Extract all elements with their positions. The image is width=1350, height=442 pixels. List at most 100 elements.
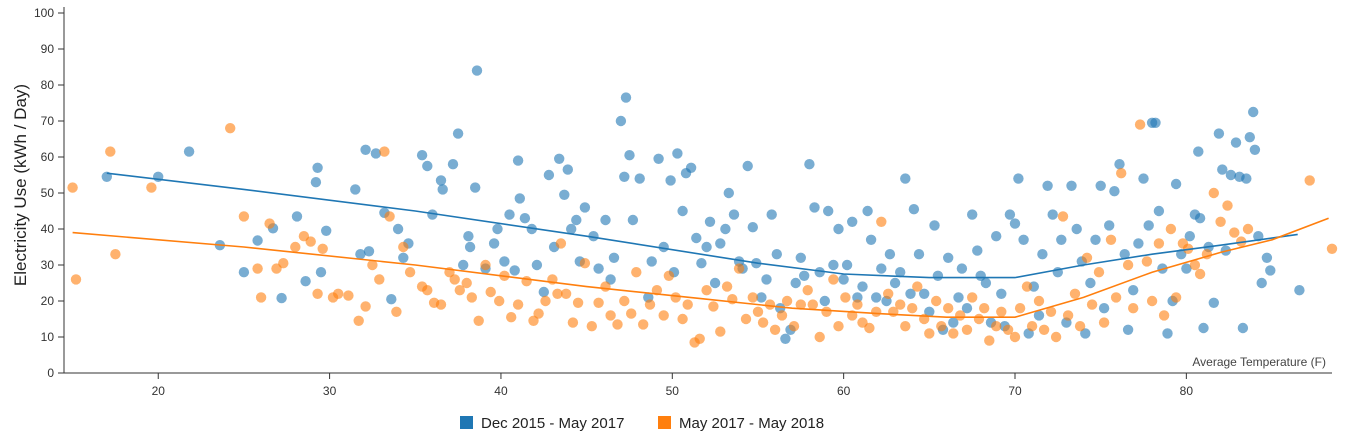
scatter-point (852, 292, 863, 303)
scatter-point (238, 211, 250, 222)
legend: Dec 2015 - May 2017 May 2017 - May 2018 (460, 415, 824, 432)
scatter-point (756, 292, 767, 303)
scatter-point (1138, 173, 1149, 184)
scatter-point (807, 299, 818, 310)
scatter-point (1114, 159, 1125, 170)
scatter-point (363, 246, 375, 257)
scatter-point (720, 223, 731, 235)
scatter-point (1110, 292, 1122, 303)
scatter-point (912, 281, 923, 292)
scatter-point (828, 274, 839, 285)
scatter-point (427, 209, 438, 220)
scatter-point (612, 319, 623, 330)
scatter-point (605, 310, 616, 321)
scatter-point (1158, 310, 1170, 321)
scatter-point (1128, 285, 1139, 296)
scatter-point (895, 267, 906, 278)
scatter-point (238, 267, 250, 278)
scatter-point (1222, 200, 1233, 211)
scatter-point (847, 216, 858, 227)
scatter-point (919, 288, 930, 299)
scatter-point (1013, 173, 1024, 184)
scatter-point (948, 328, 959, 339)
legend-label-series-2: May 2017 - May 2018 (679, 415, 824, 432)
x-tick-label: 50 (666, 384, 680, 398)
scatter-point (838, 274, 849, 285)
scatter-point (1153, 205, 1165, 217)
scatter-point (276, 292, 287, 304)
series-1 (101, 65, 1305, 344)
scatter-point (780, 333, 791, 344)
scatter-point (300, 276, 311, 287)
scatter-point (1119, 249, 1130, 260)
scatter-point (795, 299, 806, 310)
scatter-point (682, 299, 693, 310)
scatter-point (932, 270, 944, 281)
scatter-point (701, 241, 712, 253)
scatter-point (740, 313, 752, 325)
scatter-point (1014, 303, 1026, 314)
scatter-point (1194, 213, 1206, 224)
scatter-point (1304, 175, 1315, 186)
scatter-point (1018, 234, 1029, 245)
scatter-point (799, 270, 810, 281)
scatter-point (519, 213, 531, 224)
y-tick-label: 80 (41, 78, 55, 92)
scatter-point (865, 234, 877, 245)
scatter-point (526, 223, 537, 235)
scatter-point (398, 252, 409, 263)
scatter-point (1213, 128, 1225, 139)
scatter-point (709, 277, 721, 289)
scatter-point (1141, 256, 1153, 267)
scatter-point (1080, 328, 1091, 339)
y-tick-label: 20 (41, 294, 55, 308)
trend-line-series-2 (72, 217, 1329, 318)
scatter-point (105, 146, 116, 157)
scatter-point (728, 209, 740, 220)
scatter-point (1256, 277, 1267, 289)
scatter-point (1057, 211, 1069, 222)
scatter-point (404, 267, 416, 278)
scatter-point (1294, 285, 1305, 296)
scatter-point (1225, 169, 1237, 181)
scatter-point (871, 292, 882, 303)
scatter-point (658, 310, 669, 321)
scatter-point (470, 182, 481, 193)
scatter-point (1042, 180, 1053, 191)
scatter-point (790, 277, 801, 289)
scatter-point (658, 241, 669, 253)
scatter-point (814, 267, 825, 278)
scatter-point (533, 308, 544, 319)
scatter-point (315, 267, 327, 278)
scatter-point (924, 328, 935, 339)
scatter-point (1208, 297, 1220, 308)
scatter-point (677, 205, 688, 217)
scatter-point (638, 319, 649, 330)
scatter-point (485, 286, 496, 298)
scatter-point (593, 263, 604, 274)
scatter-point (953, 292, 964, 303)
scatter-point (833, 321, 844, 332)
scatter-point (1056, 234, 1067, 245)
scatter-point (560, 288, 572, 299)
scatter-point (627, 214, 639, 226)
scatter-point (733, 263, 745, 274)
scatter-point (908, 204, 920, 215)
scatter-point (225, 123, 236, 134)
scatter-point (374, 274, 385, 285)
scatter-point (1265, 265, 1276, 276)
y-tick-label: 40 (41, 222, 55, 236)
scatter-point (1143, 220, 1154, 231)
scatter-point (1128, 303, 1139, 314)
scatter-point (552, 288, 563, 299)
series-layer (67, 65, 1338, 348)
scatter-point (1021, 281, 1033, 292)
scatter-point (626, 308, 637, 319)
scatter-point (704, 216, 716, 227)
scatter-point (278, 258, 289, 269)
scatter-point (624, 150, 635, 161)
trend-line-series-1 (106, 172, 1298, 279)
scatter-point (379, 146, 390, 157)
scatter-point (1004, 209, 1016, 220)
scatter-point (670, 292, 681, 303)
